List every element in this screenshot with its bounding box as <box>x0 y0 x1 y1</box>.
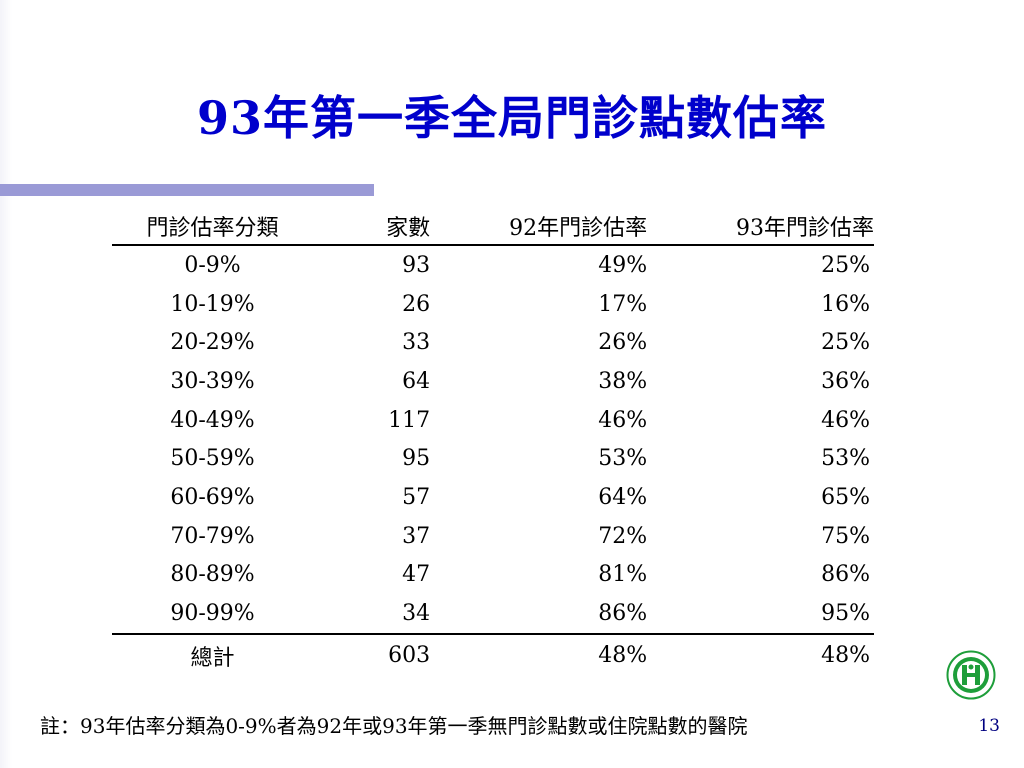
cell-rate-92: 17% <box>598 291 648 317</box>
cell-count: 33 <box>402 330 431 356</box>
title-accent-bar <box>0 184 374 196</box>
column-header-category: 門診估率分類 <box>112 208 314 246</box>
cell-category: 90-99% <box>170 601 255 627</box>
slide-title: 93年第一季全局門診點數估率 <box>196 91 827 145</box>
cell-rate-93: 25% <box>821 330 870 356</box>
table-row: 40-49% 117 46% 46% <box>112 401 874 440</box>
cell-count: 64 <box>402 368 431 394</box>
cell-rate-92: 64% <box>598 484 648 510</box>
cell-rate-92: 26% <box>598 330 648 356</box>
cell-rate-92: 72% <box>598 523 648 549</box>
cell-rate-92: 46% <box>598 407 648 433</box>
table-total-row: 總計 603 48% 48% <box>112 632 874 677</box>
cell-count: 57 <box>402 484 431 510</box>
estimate-rate-table: 門診估率分類 家數 92年門診估率 93年門診估率 0-9% 93 49% 25… <box>112 208 874 677</box>
bureau-emblem-icon <box>946 650 996 700</box>
table-row: 60-69% 57 64% 65% <box>112 478 874 517</box>
cell-category: 60-69% <box>170 484 255 510</box>
cell-rate-93: 36% <box>821 368 870 394</box>
cell-count: 117 <box>388 407 431 433</box>
cell-rate-92: 53% <box>598 446 648 472</box>
page-number: 13 <box>978 716 1000 736</box>
slide-footnote: 註：93年估率分類為0-9%者為92年或93年第一季無門診點數或住院點數的醫院 <box>40 714 748 738</box>
cell-rate-93: 75% <box>821 523 870 549</box>
table-header-row: 門診估率分類 家數 92年門診估率 93年門診估率 <box>112 208 874 246</box>
cell-category: 80-89% <box>170 562 255 588</box>
cell-rate-93: 95% <box>821 601 870 627</box>
cell-rate-93: 53% <box>821 446 870 472</box>
column-header-rate-93: 93年門診估率 <box>647 208 874 246</box>
cell-category: 70-79% <box>170 523 255 549</box>
total-label: 總計 <box>112 632 314 677</box>
cell-rate-93: 46% <box>821 407 870 433</box>
cell-count: 34 <box>402 601 431 627</box>
cell-count: 95 <box>402 446 431 472</box>
cell-category: 0-9% <box>184 252 241 278</box>
cell-rate-93: 86% <box>821 562 870 588</box>
table-row: 80-89% 47 81% 86% <box>112 556 874 595</box>
total-rate-92: 48% <box>430 632 648 677</box>
cell-category: 30-39% <box>170 368 255 394</box>
cell-category: 10-19% <box>170 291 255 317</box>
cell-category: 50-59% <box>170 446 255 472</box>
column-header-rate-92: 92年門診估率 <box>430 208 648 246</box>
cell-count: 93 <box>402 252 431 278</box>
cell-rate-93: 65% <box>821 484 870 510</box>
table-row: 90-99% 34 86% 95% <box>112 594 874 634</box>
cell-rate-93: 16% <box>821 291 870 317</box>
cell-rate-93: 25% <box>821 252 870 278</box>
cell-rate-92: 81% <box>598 562 648 588</box>
cell-count: 26 <box>402 291 431 317</box>
table-row: 50-59% 95 53% 53% <box>112 439 874 478</box>
cell-count: 37 <box>402 523 431 549</box>
cell-count: 47 <box>402 562 431 588</box>
column-header-count: 家數 <box>313 208 431 246</box>
table-row: 30-39% 64 38% 36% <box>112 362 874 401</box>
cell-category: 40-49% <box>170 407 255 433</box>
cell-rate-92: 38% <box>598 368 648 394</box>
cell-rate-92: 86% <box>598 601 648 627</box>
total-rate-93: 48% <box>647 632 874 677</box>
total-count: 603 <box>313 632 431 677</box>
table-row: 0-9% 93 49% 25% <box>112 245 874 285</box>
table-row: 20-29% 33 26% 25% <box>112 323 874 362</box>
table-row: 70-79% 37 72% 75% <box>112 517 874 556</box>
table-row: 10-19% 26 17% 16% <box>112 285 874 324</box>
cell-category: 20-29% <box>170 330 255 356</box>
cell-rate-92: 49% <box>598 252 648 278</box>
